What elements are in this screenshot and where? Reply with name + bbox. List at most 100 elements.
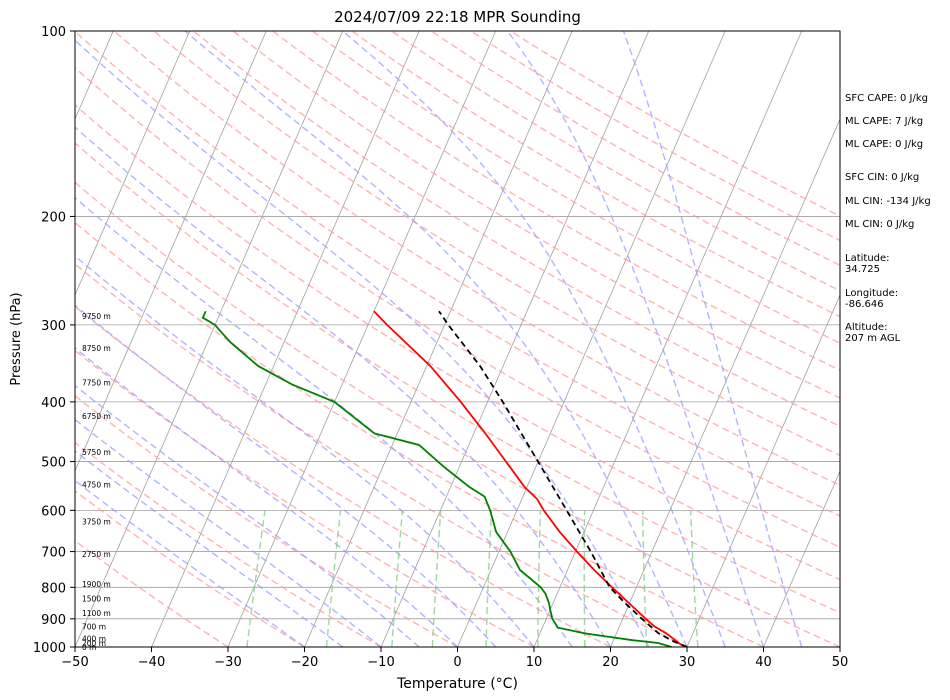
moist-adiabat [75, 304, 497, 647]
isotherm-line [763, 469, 840, 647]
y-tick-label: 100 [41, 25, 66, 40]
y-tick-label: 300 [41, 319, 66, 334]
y-tick-label: 700 [41, 546, 66, 561]
sounding-parameter: ML CAPE: 7 J/kg [845, 116, 924, 127]
y-tick-label: 500 [41, 456, 66, 471]
isotherm-line [304, 31, 573, 647]
moist-adiabat [75, 418, 382, 647]
x-tick-label: 40 [755, 655, 772, 670]
y-tick-label: 600 [41, 504, 66, 519]
moist-adiabat [75, 384, 420, 647]
plot-frame [74, 30, 841, 648]
dry-adiabat [75, 31, 840, 517]
x-tick-label: 0 [453, 655, 461, 670]
dry-adiabat [75, 221, 764, 647]
x-tick-label: 20 [602, 655, 619, 670]
dewpoint-profile [201, 310, 672, 647]
sounding-parameter: Altitude: 207 m AGL [845, 322, 901, 344]
mixing-ratio-line [642, 510, 648, 647]
sounding-parameter: SFC CIN: 0 J/kg [845, 172, 920, 183]
dry-adiabat [75, 349, 535, 647]
height-label: 8750 m [82, 344, 111, 353]
chart-title: 2024/07/09 22:18 MPR Sounding [334, 8, 581, 26]
height-label: 5750 m [82, 448, 111, 457]
y-tick-label: 200 [41, 210, 66, 225]
x-tick-label: 10 [526, 655, 543, 670]
height-label: 6750 m [82, 412, 111, 421]
y-tick-label: 800 [41, 581, 66, 596]
height-label: 0 m [82, 643, 96, 652]
sounding-parameter: SFC CAPE: 0 J/kg [845, 93, 928, 104]
height-label: 400 m [82, 634, 106, 643]
moist-adiabat [506, 31, 765, 647]
y-tick-label: 400 [41, 396, 66, 411]
x-tick-label: −30 [214, 655, 241, 670]
moist-adiabat [75, 255, 535, 647]
height-label: 1500 m [82, 594, 111, 603]
isotherm-line [533, 31, 803, 647]
isotherm-line [151, 31, 420, 647]
isotherm-line [227, 31, 497, 647]
moist-adiabat [184, 31, 688, 647]
mixing-ratio-line [690, 510, 699, 647]
height-label: 1900 m [82, 580, 111, 589]
x-axis-label: Temperature (°C) [396, 676, 518, 692]
sounding-parameter: ML CIN: 0 J/kg [845, 219, 915, 230]
isotherm-line [75, 31, 191, 297]
dry-adiabat [391, 31, 840, 292]
dry-adiabat [75, 181, 840, 647]
height-label: 1100 m [82, 609, 111, 618]
mixing-ratio-line [485, 510, 493, 647]
isotherm-line [75, 31, 267, 473]
y-axis-label: Pressure (hPa) [9, 292, 24, 385]
moist-adiabat [622, 31, 803, 647]
sounding-parameter: Latitude: 34.725 [845, 253, 890, 275]
isotherm-line [457, 31, 726, 647]
mixing-ratio-line [583, 510, 586, 647]
isotherm-line [610, 117, 840, 647]
mixing-ratio-line [246, 510, 266, 647]
dry-adiabat [272, 31, 840, 372]
dry-adiabat [75, 104, 840, 581]
dry-adiabat [75, 66, 840, 549]
moist-adiabat [342, 31, 726, 647]
height-label: 200 m [82, 639, 106, 648]
dry-adiabat [311, 31, 840, 344]
dry-adiabat [75, 441, 382, 647]
isotherm-line [380, 31, 650, 647]
sounding-parameter: ML CAPE: 0 J/kg [845, 139, 924, 150]
x-tick-label: −50 [61, 655, 88, 670]
dry-adiabat [232, 31, 840, 399]
mixing-ratio-line [537, 510, 542, 647]
mixing-ratio-line [431, 510, 442, 647]
isotherm-line [75, 31, 344, 647]
parcel-profile [438, 310, 688, 647]
mixing-ratio-line [325, 510, 342, 647]
moist-adiabat [75, 39, 650, 647]
dry-adiabat [75, 540, 229, 647]
sounding-parameter: Longitude: -86.646 [845, 288, 899, 310]
mixing-ratio-line [391, 510, 404, 647]
height-label: 9750 m [82, 312, 111, 321]
dry-adiabat [153, 31, 840, 457]
dry-adiabat [193, 31, 840, 428]
y-tick-label: 1000 [33, 641, 66, 656]
height-label: 7750 m [82, 379, 111, 388]
x-tick-label: 30 [679, 655, 696, 670]
dry-adiabat [75, 263, 688, 647]
dry-adiabat [430, 31, 840, 267]
moist-adiabat [75, 196, 573, 647]
moist-adiabat [75, 347, 458, 647]
height-label: 3750 m [82, 518, 111, 527]
y-tick-label: 900 [41, 613, 66, 628]
x-tick-label: 50 [832, 655, 849, 670]
x-tick-label: −10 [367, 655, 394, 670]
temperature-profile [373, 310, 688, 647]
dry-adiabat [75, 394, 458, 647]
dry-adiabat [113, 31, 840, 487]
height-label: 2750 m [82, 550, 111, 559]
x-tick-label: −40 [138, 655, 165, 670]
dry-adiabat [75, 489, 305, 647]
dry-adiabat [75, 142, 840, 614]
